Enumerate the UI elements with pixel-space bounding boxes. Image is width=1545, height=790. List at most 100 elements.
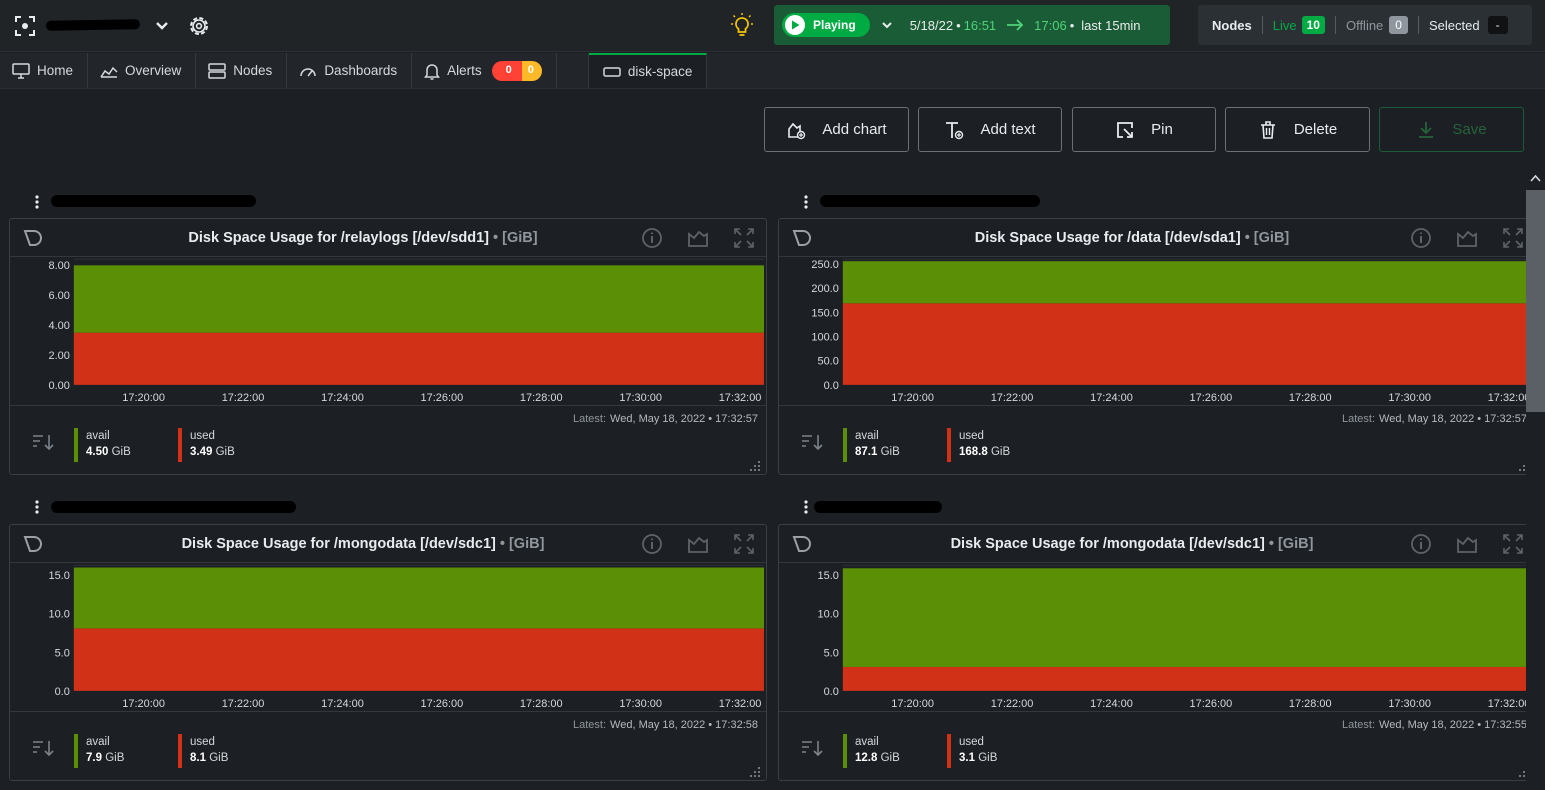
chart-title: Disk Space Usage for /mongodata [/dev/sd…	[100, 536, 626, 552]
divider	[1417, 16, 1419, 34]
sort-descending-icon[interactable]	[32, 432, 54, 452]
fullscreen-icon[interactable]	[1501, 532, 1525, 556]
x-tick-label: 17:20:00	[122, 698, 165, 710]
pin-button[interactable]: Pin	[1072, 107, 1216, 152]
y-tick-label: 50.0	[817, 356, 838, 368]
bell-icon	[424, 63, 441, 80]
y-tick-label: 250.0	[811, 259, 838, 271]
latest-timestamp: Latest: Wed, May 18, 2022 • 17:32:57	[573, 413, 758, 425]
resize-handle-icon[interactable]	[749, 460, 761, 472]
tab-disk-space[interactable]: disk-space	[588, 53, 708, 88]
x-tick-label: 17:30:00	[619, 698, 662, 710]
legend-used[interactable]: used 3.1 GiB	[947, 734, 997, 768]
legend-avail[interactable]: avail 7.9 GiB	[74, 734, 124, 768]
offline-label[interactable]: Offline	[1345, 17, 1384, 33]
chart-type-icon[interactable]	[686, 532, 710, 556]
y-tick-label: 0.0	[824, 686, 839, 698]
vertical-scrollbar[interactable]	[1526, 170, 1545, 790]
latest-label: Latest:	[1342, 413, 1376, 425]
legend-avail[interactable]: avail 12.8 GiB	[843, 734, 900, 768]
save-button[interactable]: Save	[1379, 107, 1524, 152]
live-count-badge[interactable]: 10	[1301, 16, 1325, 34]
offline-count-badge[interactable]: 0	[1389, 16, 1408, 34]
info-icon[interactable]	[640, 532, 664, 556]
space-name-redacted[interactable]	[45, 16, 142, 32]
alerts-count-badge[interactable]: 0 0	[491, 60, 542, 81]
chart-plot[interactable]: 0.00 2.00 4.00 6.00 8.00 17:20:00 17:22:00 17:2…	[10, 257, 766, 407]
tab-overview-label: Overview	[125, 63, 182, 78]
x-tick-label: 17:28:00	[1289, 392, 1332, 404]
fullscreen-icon[interactable]	[732, 532, 756, 556]
legend-value-row: 7.9 GiB	[86, 750, 124, 766]
chart-title: Disk Space Usage for /data [/dev/sda1] •…	[869, 230, 1395, 246]
pin-label: Pin	[1151, 121, 1173, 138]
tab-dashboards[interactable]: Dashboards	[287, 53, 413, 88]
trash-icon	[1260, 120, 1275, 139]
legend-used[interactable]: used 3.49 GiB	[178, 428, 235, 462]
arrow-right-icon	[1007, 19, 1024, 31]
resize-handle-icon[interactable]	[749, 766, 761, 778]
scroll-up-arrow-icon[interactable]	[1530, 174, 1541, 182]
play-icon	[785, 15, 805, 35]
fullscreen-icon[interactable]	[1501, 226, 1525, 250]
play-button[interactable]: Playing	[782, 13, 870, 37]
x-tick-label: 17:22:00	[222, 392, 265, 404]
more-vertical-icon[interactable]	[802, 194, 810, 210]
more-vertical-icon[interactable]	[802, 499, 810, 515]
start-time[interactable]: 16:51	[963, 17, 997, 33]
x-tick-label: 17:30:00	[619, 392, 662, 404]
info-icon[interactable]	[1409, 226, 1433, 250]
x-tick-label: 17:30:00	[1388, 698, 1431, 710]
sort-descending-icon[interactable]	[801, 738, 823, 758]
space-logo-icon[interactable]	[12, 13, 38, 39]
chevron-down-icon[interactable]	[152, 14, 172, 36]
chart-context-header	[33, 191, 293, 213]
range-label[interactable]: last 15min	[1081, 17, 1141, 33]
latest-timestamp: Latest: Wed, May 18, 2022 • 17:32:58	[573, 719, 758, 731]
x-tick-label: 17:24:00	[321, 698, 364, 710]
info-icon[interactable]	[1409, 532, 1433, 556]
date-range-date[interactable]: 5/18/22	[909, 17, 954, 33]
more-vertical-icon[interactable]	[33, 194, 41, 210]
chart-plot[interactable]: 0.0 50.0 100.0 150.0 200.0 250.0 17:20:00 17:22…	[779, 257, 1535, 407]
gear-icon[interactable]	[186, 13, 212, 39]
tab-overview[interactable]: Overview	[88, 53, 197, 88]
legend-avail[interactable]: avail 4.50 GiB	[74, 428, 131, 462]
add-chart-button[interactable]: Add chart	[764, 107, 909, 152]
info-icon[interactable]	[640, 226, 664, 250]
chart-plot[interactable]: 0.0 5.0 10.0 15.0 17:20:00 17:22:00 17:24:00 17…	[10, 563, 766, 713]
warning-alerts-count: 0	[521, 60, 542, 81]
end-time[interactable]: 17:06	[1034, 17, 1067, 33]
latest-label: Latest:	[1342, 719, 1376, 731]
latest-value: Wed, May 18, 2022 • 17:32:57	[610, 413, 758, 425]
live-label[interactable]: Live	[1272, 17, 1297, 33]
sort-descending-icon[interactable]	[32, 738, 54, 758]
area-used	[73, 332, 765, 385]
tab-nodes[interactable]: Nodes	[196, 53, 288, 88]
delete-button[interactable]: Delete	[1225, 107, 1370, 152]
area-chart-icon	[100, 66, 118, 78]
legend-used[interactable]: used 168.8 GiB	[947, 428, 1010, 462]
scrollbar-thumb[interactable]	[1526, 190, 1545, 412]
server-icon	[208, 62, 227, 79]
chart-type-icon[interactable]	[1455, 226, 1479, 250]
chart-actions	[618, 532, 756, 556]
chart-title-text: Disk Space Usage for /mongodata [/dev/sd…	[950, 536, 1265, 552]
more-vertical-icon[interactable]	[33, 499, 41, 515]
x-tick-label: 17:32:00	[719, 392, 762, 404]
selected-label[interactable]: Selected	[1428, 17, 1480, 33]
tab-alerts[interactable]: Alerts 0 0	[412, 53, 557, 88]
legend-used[interactable]: used 8.1 GiB	[178, 734, 228, 768]
chart-type-icon[interactable]	[686, 226, 710, 250]
sort-descending-icon[interactable]	[801, 432, 823, 452]
chart-type-icon[interactable]	[1455, 532, 1479, 556]
chart-plot[interactable]: 0.0 5.0 10.0 15.0 17:20:00 17:22:00 17:24:00 17…	[779, 563, 1535, 713]
add-text-button[interactable]: Add text	[918, 107, 1062, 152]
y-tick-label: 0.00	[48, 380, 69, 392]
selected-count-badge[interactable]: -	[1487, 16, 1508, 34]
chevron-down-icon[interactable]	[880, 18, 894, 32]
tab-home[interactable]: Home	[0, 53, 89, 88]
lightbulb-icon[interactable]	[730, 13, 754, 39]
legend-avail[interactable]: avail 87.1 GiB	[843, 428, 900, 462]
fullscreen-icon[interactable]	[732, 226, 756, 250]
